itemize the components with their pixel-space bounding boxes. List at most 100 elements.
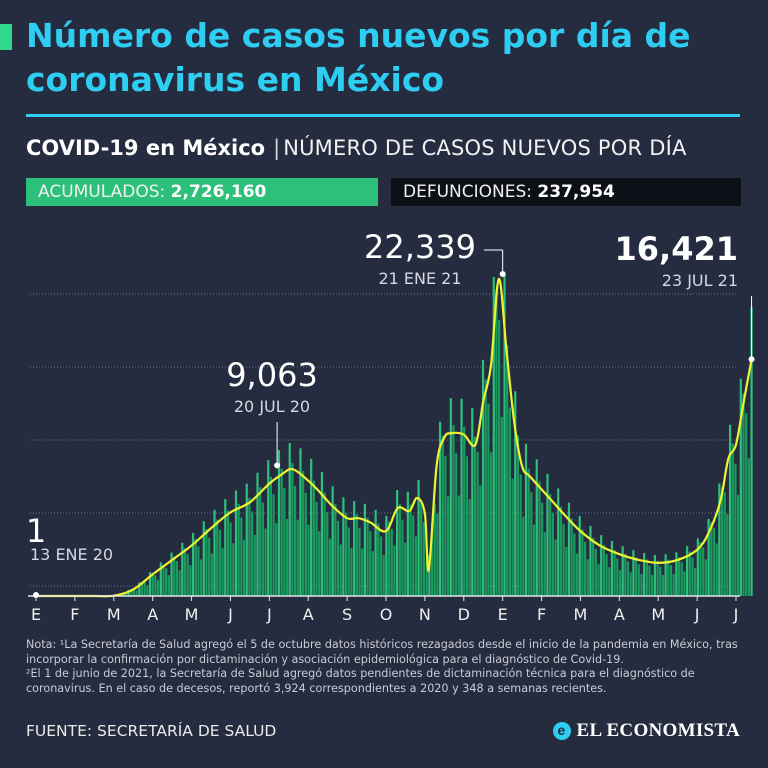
bar: [406, 491, 409, 596]
bar: [551, 513, 554, 596]
bar: [691, 557, 694, 596]
source-credit: FUENTE: SECRETARÍA DE SALUD: [26, 722, 277, 740]
bar: [135, 590, 138, 596]
bar: [205, 529, 208, 596]
bar: [535, 459, 538, 596]
footnotes: Nota: ¹La Secretaría de Salud agregó el …: [26, 638, 742, 696]
bar: [457, 495, 460, 596]
bar: [726, 513, 729, 596]
bar: [659, 566, 662, 596]
bar: [382, 554, 385, 596]
bar: [629, 572, 632, 596]
bar: [479, 485, 482, 596]
bar: [248, 497, 251, 596]
bar: [197, 546, 200, 596]
cases-chart: E F M A M J J A S O N D E F M A M J J 113 ENE 20 9,063 20 JUL…: [26, 228, 755, 624]
bar: [363, 503, 366, 596]
bar: [371, 551, 375, 596]
bar: [487, 403, 490, 596]
bar: [610, 540, 614, 596]
bar: [224, 499, 227, 596]
bar: [226, 510, 230, 596]
bar: [484, 379, 487, 596]
bar: [546, 473, 549, 596]
bar: [387, 521, 391, 596]
x-tick-label: A: [303, 605, 314, 624]
bar: [575, 553, 579, 596]
annotation-value: 9,063: [226, 356, 318, 394]
bar: [696, 538, 699, 596]
bar: [404, 542, 407, 596]
bar: [425, 560, 428, 596]
bar: [213, 509, 216, 596]
bar: [334, 503, 337, 596]
bar: [140, 582, 144, 596]
bar: [385, 515, 388, 596]
bar: [261, 502, 264, 596]
bar: [396, 490, 399, 596]
bar: [583, 541, 587, 596]
bar: [707, 518, 710, 596]
bar: [672, 574, 675, 596]
bar: [390, 528, 393, 596]
bar: [199, 559, 203, 596]
bar: [181, 542, 184, 596]
bar: [511, 478, 514, 596]
bar: [503, 274, 506, 596]
bar: [734, 463, 737, 596]
bar: [573, 533, 576, 596]
bar: [310, 458, 313, 596]
x-tick-label: A: [147, 605, 158, 624]
bar: [318, 531, 321, 596]
bar: [234, 490, 238, 596]
acumulados-label: ACUMULADOS:: [38, 182, 166, 202]
page-title: Número de casos nuevos por día de corona…: [26, 16, 691, 99]
bar: [516, 435, 520, 596]
annotation-date: 23 JUL 21: [662, 271, 738, 290]
bar: [543, 532, 546, 596]
bar: [202, 521, 205, 596]
bar: [444, 455, 447, 596]
bar: [616, 558, 619, 596]
bar: [336, 520, 340, 596]
bar: [745, 413, 748, 596]
bar: [538, 481, 541, 596]
bar: [154, 575, 157, 596]
bar: [374, 509, 377, 596]
bar: [723, 492, 726, 596]
bar: [157, 580, 160, 596]
bar: [366, 517, 369, 596]
bar: [438, 421, 442, 596]
bar: [307, 524, 310, 596]
bar: [473, 436, 477, 596]
moving-average-line: [36, 277, 753, 598]
bar: [653, 554, 656, 596]
bar: [712, 527, 716, 596]
bar: [742, 393, 745, 596]
bar: [704, 559, 708, 596]
bar: [498, 319, 501, 596]
bar: [302, 470, 305, 596]
bar: [710, 522, 713, 596]
bar: [667, 559, 670, 596]
bar: [342, 497, 345, 596]
bar: [592, 537, 595, 596]
bar: [597, 564, 600, 596]
bar: [436, 513, 439, 596]
x-tick-label: M: [107, 605, 121, 624]
x-tick-label: S: [342, 605, 352, 624]
bar: [530, 492, 533, 596]
bar: [632, 550, 635, 596]
annotation-value: 22,339: [364, 228, 476, 266]
x-tick-label: J: [694, 605, 700, 624]
bar: [414, 536, 418, 596]
bar: [398, 504, 401, 596]
bar: [162, 564, 165, 596]
bar: [275, 523, 278, 596]
bar: [549, 494, 552, 596]
x-tick-label: M: [651, 605, 665, 624]
bar: [350, 547, 353, 596]
annotation-date: 21 ENE 21: [378, 269, 461, 288]
defunciones-label: DEFUNCIONES:: [403, 182, 533, 202]
bar: [269, 476, 273, 596]
